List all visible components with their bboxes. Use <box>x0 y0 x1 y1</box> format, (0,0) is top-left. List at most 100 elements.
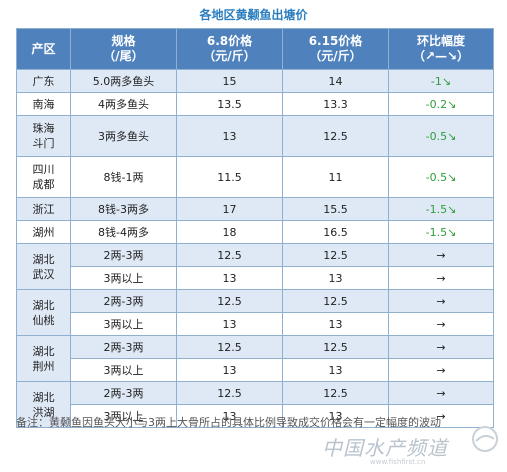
spec-cell: 3两以上 <box>70 404 177 428</box>
table-row: 浙江 8钱-3两多 17 15.5 -1.5↘ <box>16 197 494 221</box>
price-cell-6-15: 12.5 <box>282 381 389 405</box>
price-cell-6-15: 13 <box>282 358 389 382</box>
table-row: 南海 4两多鱼头 13.5 13.3 -0.2↘ <box>16 92 494 116</box>
change-cell: -1.5↘ <box>388 220 494 244</box>
region-subname: 荆州 <box>32 359 55 373</box>
price-cell-6-15: 11 <box>282 156 389 198</box>
price-cell-6-8: 12.5 <box>176 289 283 313</box>
footnote: 备注：黄颡鱼因鱼头大小与3两上大骨所占的具体比例导致成交价格会有一定幅度的波动 <box>16 416 441 429</box>
change-cell: → <box>388 266 494 290</box>
price-cell-6-8: 13 <box>176 115 283 157</box>
table-row: 湖北 仙桃 2两-3两 12.5 12.5 → <box>16 289 494 336</box>
region-subname: 仙桃 <box>32 313 55 327</box>
spec-cell: 3两以上 <box>70 266 177 290</box>
spec-cell: 3两多鱼头 <box>70 115 177 157</box>
header-spec-label: 规格 <box>111 34 136 48</box>
table-row: 湖北 洪湖 2两-3两 12.5 12.5 → <box>16 381 494 428</box>
price-cell-6-15: 12.5 <box>282 289 389 313</box>
region-name: 珠海 <box>32 122 55 135</box>
watermark-text: 中国水产频道 <box>322 436 448 460</box>
price-cell-6-15: 12.5 <box>282 243 389 267</box>
header-price-1: 6.8价格 （元/斤） <box>176 28 283 70</box>
region-cell: 浙江 <box>16 197 71 221</box>
spec-cell: 2两-3两 <box>70 243 177 267</box>
region-cell: 湖州 <box>16 220 71 244</box>
price-cell-6-15: 13 <box>282 404 389 428</box>
spec-cell: 8钱-1两 <box>70 156 177 198</box>
change-cell: -0.2↘ <box>388 92 494 116</box>
watermark-logo-icon <box>472 426 498 452</box>
table-row: 3两以上 13 13 → <box>17 404 494 428</box>
region-subname: 斗门 <box>32 137 55 150</box>
price-cell-6-8: 15 <box>176 69 283 93</box>
region-name: 湖北 <box>32 298 55 312</box>
table-row: 四川成都 8钱-1两 11.5 11 -0.5↘ <box>16 156 494 198</box>
header-price-1-label: 6.8价格 <box>206 34 253 48</box>
change-cell: → <box>388 243 494 267</box>
spec-cell: 4两多鱼头 <box>70 92 177 116</box>
change-cell: → <box>388 381 494 405</box>
region-name: 湖州 <box>32 225 55 239</box>
region-name: 南海 <box>32 97 55 111</box>
price-cell-6-8: 13.5 <box>176 92 283 116</box>
region-name: 湖北 <box>32 344 55 358</box>
region-subname: 武汉 <box>32 267 55 281</box>
region-name: 湖北 <box>32 390 55 404</box>
table-row: 湖北 荆州 2两-3两 12.5 12.5 → <box>16 335 494 382</box>
price-cell-6-8: 12.5 <box>176 381 283 405</box>
header-price-2-unit: （元/斤） <box>309 49 362 63</box>
table-row: 3两以上 13 13 → <box>17 358 494 382</box>
price-cell-6-8: 18 <box>176 220 283 244</box>
table-row: 广东 5.0两多鱼头 15 14 -1↘ <box>16 69 494 93</box>
change-cell: → <box>388 404 494 428</box>
table-row: 珠海斗门 3两多鱼头 13 12.5 -0.5↘ <box>16 115 494 157</box>
watermark-url: www.fishfirst.cn <box>370 458 426 466</box>
price-cell-6-8: 11.5 <box>176 156 283 198</box>
spec-cell: 8钱-3两多 <box>70 197 177 221</box>
change-cell: → <box>388 312 494 336</box>
spec-cell: 2两-3两 <box>70 335 177 359</box>
price-cell-6-8: 12.5 <box>176 243 283 267</box>
change-cell: -0.5↘ <box>388 156 494 198</box>
price-cell-6-8: 12.5 <box>176 335 283 359</box>
region-subname: 成都 <box>32 178 55 191</box>
header-region-label: 产区 <box>31 41 56 56</box>
spec-cell: 2两-3两 <box>70 381 177 405</box>
header-change-label: 环比幅度 <box>416 34 465 48</box>
region-cell: 南海 <box>16 92 71 116</box>
spec-cell: 8钱-4两多 <box>70 220 177 244</box>
region-name: 浙江 <box>32 202 55 216</box>
price-cell-6-15: 16.5 <box>282 220 389 244</box>
price-cell-6-15: 12.5 <box>282 115 389 157</box>
header-price-1-unit: （元/斤） <box>203 49 256 63</box>
header-region: 产区 <box>16 28 71 70</box>
spec-cell: 5.0两多鱼头 <box>70 69 177 93</box>
header-row: 产区 规格 （/尾） 6.8价格 （元/斤） 6.15价格 （元/斤） 环比幅度… <box>16 28 494 70</box>
region-name: 四川 <box>32 163 55 176</box>
spec-cell: 3两以上 <box>70 358 177 382</box>
region-cell: 湖北 洪湖 <box>16 381 71 428</box>
price-cell-6-8: 13 <box>176 358 283 382</box>
change-cell: → <box>388 335 494 359</box>
region-cell: 湖北 仙桃 <box>16 289 71 336</box>
price-table: 产区 规格 （/尾） 6.8价格 （元/斤） 6.15价格 （元/斤） 环比幅度… <box>16 28 494 428</box>
region-cell: 广东 <box>16 69 71 93</box>
change-cell: → <box>388 358 494 382</box>
price-cell-6-15: 12.5 <box>282 335 389 359</box>
price-cell-6-15: 13.3 <box>282 92 389 116</box>
change-cell: -1.5↘ <box>388 197 494 221</box>
price-cell-6-8: 17 <box>176 197 283 221</box>
change-cell: -0.5↘ <box>388 115 494 157</box>
table-row: 湖州 8钱-4两多 18 16.5 -1.5↘ <box>16 220 494 244</box>
header-price-2: 6.15价格 （元/斤） <box>282 28 389 70</box>
region-name: 广东 <box>32 74 55 88</box>
header-spec-unit: （/尾） <box>103 49 144 63</box>
price-cell-6-15: 13 <box>282 312 389 336</box>
spec-cell: 2两-3两 <box>70 289 177 313</box>
change-cell: -1↘ <box>388 69 494 93</box>
table-row: 3两以上 13 13 → <box>17 266 494 290</box>
header-spec: 规格 （/尾） <box>70 28 177 70</box>
header-change: 环比幅度 （↗—↘） <box>388 28 494 70</box>
price-cell-6-8: 13 <box>176 266 283 290</box>
region-cell: 湖北 荆州 <box>16 335 71 382</box>
